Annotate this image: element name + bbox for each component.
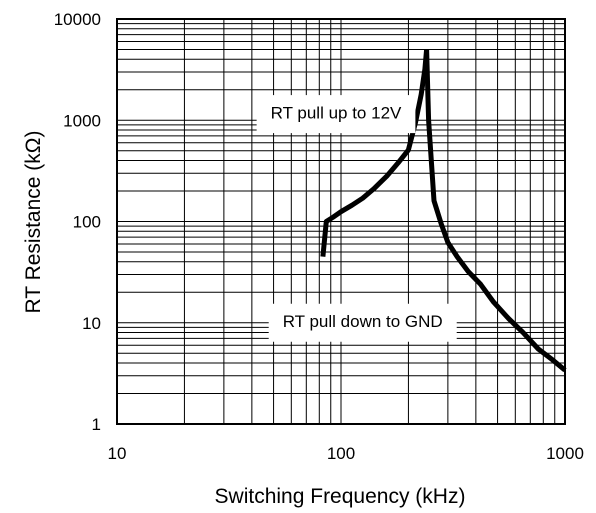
- series-line: [424, 49, 567, 373]
- x-tick-label: 1000: [546, 444, 584, 463]
- series-line: [320, 49, 430, 257]
- x-axis-title: Switching Frequency (kHz): [215, 485, 466, 508]
- y-tick-label: 10: [82, 314, 101, 333]
- y-tick-label: 100: [73, 213, 101, 232]
- x-tick-label: 10: [108, 444, 127, 463]
- plot-frame: [116, 18, 566, 425]
- x-tick-label: 100: [327, 444, 355, 463]
- y-tick-label: 10000: [54, 10, 101, 29]
- annotation-pull-down: RT pull down to GND: [283, 312, 443, 331]
- annotation-box-pull-down: [268, 303, 457, 342]
- y-tick-labels: 1 10 100 1000 10000: [54, 10, 101, 434]
- annotations: RT pull up to 12V RT pull down to GND: [256, 95, 457, 342]
- x-tick-labels: 10 100 1000: [108, 444, 584, 463]
- y-axis-title: RT Resistance (kΩ): [22, 131, 45, 314]
- y-tick-label: 1000: [63, 111, 101, 130]
- y-tick-label: 1: [92, 415, 101, 434]
- grid: [117, 19, 565, 424]
- series-curve: [320, 49, 567, 373]
- annotation-pull-up: RT pull up to 12V: [271, 104, 402, 123]
- annotation-box-pull-up: [256, 95, 416, 134]
